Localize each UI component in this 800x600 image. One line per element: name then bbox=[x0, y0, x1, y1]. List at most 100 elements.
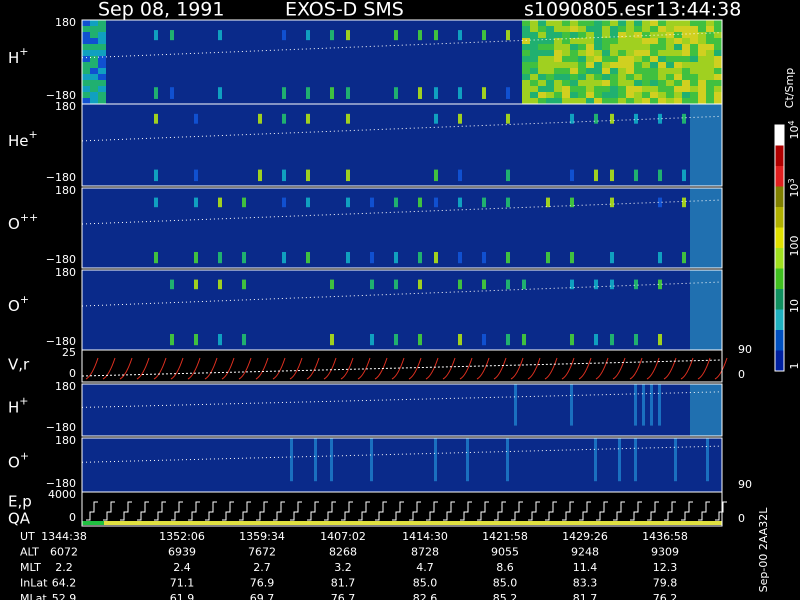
cell bbox=[434, 252, 438, 264]
cell bbox=[194, 197, 198, 208]
cell bbox=[522, 62, 530, 68]
row-value: 1352:06 bbox=[159, 530, 205, 543]
cell bbox=[218, 334, 222, 346]
panel-label: O+ bbox=[8, 449, 29, 471]
cell bbox=[394, 30, 398, 41]
cell bbox=[194, 169, 198, 182]
cell bbox=[618, 438, 621, 482]
cell bbox=[506, 169, 510, 182]
cell bbox=[626, 74, 634, 80]
cell bbox=[98, 26, 106, 32]
cell bbox=[642, 384, 645, 426]
row-value: 1407:02 bbox=[320, 530, 366, 543]
cell bbox=[610, 80, 618, 86]
cell bbox=[658, 38, 666, 44]
trace bbox=[357, 357, 371, 380]
cell bbox=[258, 113, 262, 124]
cell bbox=[714, 38, 722, 44]
cell bbox=[522, 20, 530, 26]
cell bbox=[418, 252, 422, 264]
trace bbox=[154, 501, 166, 521]
cell bbox=[418, 30, 422, 41]
cell bbox=[530, 74, 538, 80]
cell bbox=[154, 169, 158, 182]
colorbar-cell bbox=[775, 186, 784, 207]
cell bbox=[586, 26, 594, 32]
cell bbox=[482, 87, 486, 99]
cell bbox=[634, 169, 638, 182]
cell bbox=[594, 26, 602, 32]
cell bbox=[282, 113, 286, 124]
cell bbox=[522, 56, 530, 62]
cell bbox=[458, 87, 462, 99]
cell bbox=[698, 26, 706, 32]
cell bbox=[90, 38, 98, 44]
cell bbox=[578, 80, 586, 86]
cell bbox=[570, 80, 578, 86]
cell bbox=[682, 38, 690, 44]
cell bbox=[610, 50, 618, 56]
cell bbox=[458, 197, 462, 208]
cell bbox=[714, 50, 722, 56]
cell bbox=[154, 87, 158, 99]
base: 10 bbox=[788, 184, 800, 198]
trace bbox=[510, 357, 524, 380]
cell bbox=[434, 113, 438, 124]
row-name: UT bbox=[20, 530, 35, 543]
cell bbox=[570, 197, 574, 208]
colorbar-label: 100 bbox=[788, 236, 800, 257]
cell bbox=[346, 197, 350, 208]
cell bbox=[546, 197, 550, 208]
cell bbox=[698, 384, 706, 436]
cell bbox=[586, 74, 594, 80]
cell bbox=[546, 56, 554, 62]
exp: 3 bbox=[787, 178, 796, 183]
cell bbox=[458, 334, 462, 346]
cell bbox=[690, 62, 698, 68]
cell bbox=[394, 197, 398, 208]
row-value: 85.2 bbox=[493, 592, 518, 600]
row-value: 85.0 bbox=[493, 577, 518, 590]
panel-label: O+ bbox=[8, 293, 29, 315]
cell bbox=[714, 92, 722, 98]
exp: 4 bbox=[787, 120, 796, 125]
cell bbox=[706, 80, 714, 86]
trace bbox=[544, 357, 558, 380]
cell bbox=[282, 252, 286, 264]
cell bbox=[658, 56, 666, 62]
cell bbox=[522, 38, 530, 44]
cell bbox=[634, 26, 642, 32]
cell bbox=[682, 44, 690, 50]
cell bbox=[602, 20, 610, 26]
cell bbox=[578, 44, 586, 50]
cell bbox=[666, 68, 674, 74]
cell bbox=[530, 44, 538, 50]
cell bbox=[626, 38, 634, 44]
cell bbox=[242, 279, 246, 290]
y-tick-label: 180 bbox=[55, 16, 76, 29]
cell bbox=[666, 86, 674, 92]
cell bbox=[610, 113, 614, 124]
trace bbox=[120, 501, 132, 521]
cell bbox=[530, 80, 538, 86]
trace bbox=[680, 357, 694, 380]
cell bbox=[658, 384, 661, 426]
trace bbox=[595, 357, 609, 380]
row-value: 12.3 bbox=[653, 561, 678, 574]
cell bbox=[330, 279, 334, 290]
cell bbox=[634, 438, 637, 482]
label: H bbox=[8, 398, 19, 416]
cell bbox=[82, 32, 90, 38]
trace bbox=[596, 501, 608, 521]
label: E,p bbox=[8, 492, 32, 510]
cell bbox=[482, 252, 486, 264]
cell bbox=[434, 197, 438, 208]
cell bbox=[82, 86, 90, 92]
cell bbox=[154, 113, 158, 124]
cell bbox=[642, 44, 650, 50]
row-name: MLat bbox=[20, 592, 47, 600]
cell bbox=[282, 197, 286, 208]
cell bbox=[618, 86, 626, 92]
cell bbox=[98, 92, 106, 98]
cell bbox=[98, 86, 106, 92]
